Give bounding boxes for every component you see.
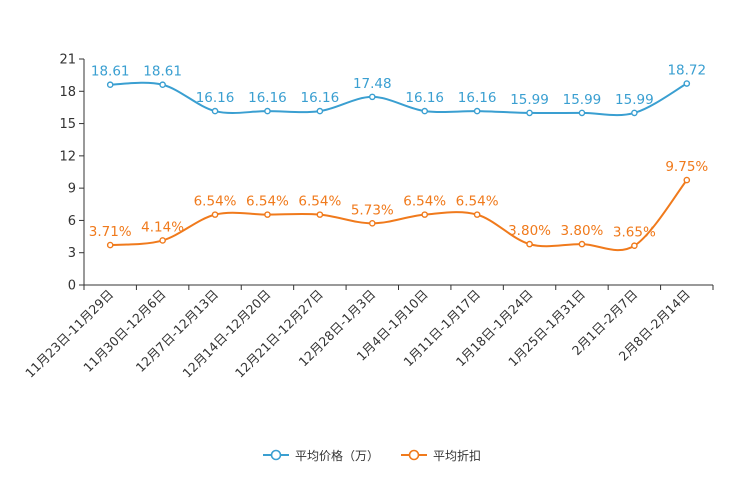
series-line-discount	[110, 179, 688, 252]
data-point-price	[211, 107, 219, 115]
data-point-discount	[683, 176, 691, 184]
data-point-price	[526, 109, 533, 117]
x-tick-label: 12月14日-12月20日	[179, 287, 273, 381]
data-point-discount	[631, 242, 638, 250]
y-tick-label: 0	[68, 279, 76, 294]
legend-discount-marker-icon	[401, 449, 427, 461]
legend-price-label: 平均价格（万）	[294, 448, 379, 463]
data-point-price	[264, 107, 271, 115]
y-tick-label: 15	[59, 117, 76, 132]
data-label-discount: 6.54%	[246, 194, 289, 210]
data-point-discount	[526, 240, 533, 248]
data-point-discount	[159, 237, 166, 244]
y-tick-label: 21	[59, 53, 76, 68]
data-point-discount	[473, 211, 481, 218]
data-label-discount: 3.80%	[561, 223, 604, 239]
data-point-price	[316, 107, 324, 115]
x-tick-label: 12月21日-12月27日	[232, 287, 326, 381]
y-tick-label: 18	[59, 85, 76, 100]
data-point-price	[473, 107, 481, 115]
data-label-discount: 6.54%	[456, 194, 499, 210]
y-tick-label: 9	[68, 182, 76, 197]
y-tick-label: 12	[59, 149, 76, 164]
data-label-discount: 3.80%	[508, 223, 551, 239]
data-point-discount	[368, 220, 376, 227]
data-label-discount: 5.73%	[351, 202, 394, 218]
legend-price-marker-icon	[262, 449, 289, 461]
data-point-price	[683, 80, 691, 87]
data-label-discount: 3.71%	[89, 224, 132, 240]
x-tick-label: 11月23日-11月29日	[22, 287, 116, 381]
data-label-price: 15.99	[510, 92, 549, 108]
data-label-price: 16.16	[405, 90, 444, 106]
data-label-price: 15.99	[563, 92, 602, 108]
data-point-discount	[578, 240, 586, 248]
data-point-discount	[211, 211, 219, 218]
data-point-price	[421, 107, 429, 115]
data-label-price: 17.48	[353, 76, 392, 92]
legend-discount-label: 平均折扣	[433, 448, 482, 463]
legend-item-discount[interactable]: 平均折扣	[401, 447, 481, 464]
chart-legend: 平均价格（万） 平均折扣	[0, 444, 744, 466]
y-tick-label: 3	[68, 246, 76, 261]
data-label-discount: 9.75%	[665, 159, 708, 175]
series-line-price	[110, 81, 688, 117]
data-point-price	[106, 81, 114, 89]
data-point-price	[631, 109, 638, 117]
data-label-price: 18.61	[143, 64, 182, 80]
data-point-discount	[106, 241, 114, 249]
data-label-discount: 6.54%	[194, 194, 237, 210]
data-point-price	[159, 81, 166, 89]
data-label-price: 16.16	[196, 90, 235, 106]
data-label-price: 15.99	[615, 92, 654, 108]
data-label-price: 16.16	[458, 90, 497, 106]
data-label-discount: 3.65%	[613, 225, 656, 241]
data-point-discount	[421, 211, 429, 218]
data-point-discount	[264, 211, 271, 218]
data-point-price	[368, 93, 376, 101]
data-label-price: 18.61	[91, 64, 130, 80]
data-label-discount: 6.54%	[298, 194, 341, 210]
legend-item-price[interactable]: 平均价格（万）	[262, 447, 379, 464]
data-label-discount: 4.14%	[141, 219, 184, 235]
data-point-discount	[316, 211, 324, 218]
data-label-price: 18.72	[667, 63, 706, 79]
data-point-price	[578, 109, 586, 117]
data-label-price: 16.16	[301, 90, 340, 106]
data-label-price: 16.16	[248, 90, 287, 106]
y-tick-label: 6	[68, 214, 76, 229]
data-label-discount: 6.54%	[403, 194, 446, 210]
